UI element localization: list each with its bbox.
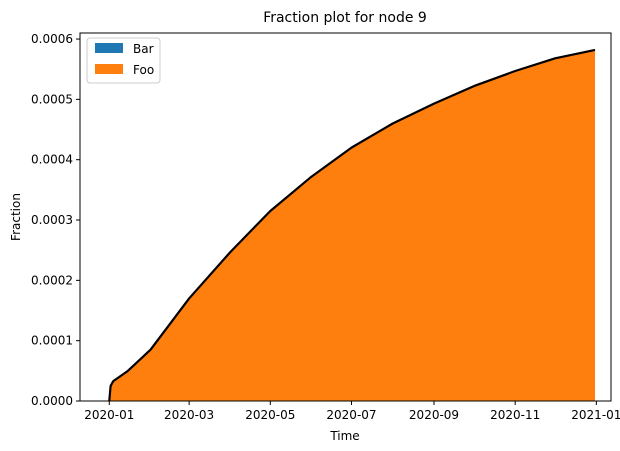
y-tick-label: 0.0004 [31, 153, 73, 167]
x-tick-label: 2020-03 [164, 408, 214, 422]
y-tick-label: 0.0005 [31, 92, 73, 106]
y-tick-label: 0.0003 [31, 213, 73, 227]
area-foo [109, 49, 596, 401]
x-tick-label: 2020-01 [84, 408, 134, 422]
x-tick-label: 2020-07 [326, 408, 376, 422]
legend-swatch-foo [95, 64, 123, 74]
axes-frame [79, 32, 612, 402]
y-tick-label: 0.0001 [31, 334, 73, 348]
legend: Bar Foo [86, 37, 161, 84]
chart-title: Fraction plot for node 9 [263, 10, 427, 26]
x-tick-label: 2020-11 [490, 408, 540, 422]
x-axis: 2020-01 2020-03 2020-05 2020-07 2020-09 2020-… [84, 401, 620, 422]
legend-swatch-bar [95, 43, 123, 53]
x-tick-label: 2021-01 [571, 408, 620, 422]
x-tick-label: 2020-05 [245, 408, 295, 422]
y-tick-label: 0.0000 [31, 394, 73, 408]
total-line [108, 48, 596, 402]
y-tick-label: 0.0006 [31, 32, 73, 46]
y-tick-label: 0.0002 [31, 273, 73, 287]
y-axis-label: Fraction [9, 193, 23, 241]
x-tick-label: 2020-09 [409, 408, 459, 422]
x-axis-label: Time [329, 429, 359, 443]
plot-area [79, 32, 612, 402]
legend-label-foo: Foo [133, 63, 154, 77]
legend-label-bar: Bar [133, 42, 154, 56]
y-axis: 0.0000 0.0001 0.0002 0.0003 0.0004 0.0005 0.00… [31, 32, 80, 408]
series-layer [108, 48, 596, 402]
